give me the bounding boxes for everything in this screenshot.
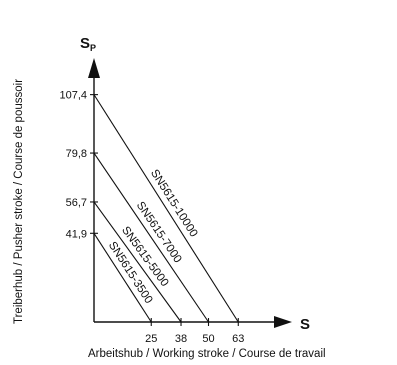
x-tick-label: 25	[145, 333, 157, 345]
x-axis-arrow	[274, 316, 292, 328]
y-axis-symbol-sub: P	[90, 43, 96, 53]
y-axis-arrow	[88, 58, 100, 78]
series-line	[93, 94, 239, 323]
y-tick-label: 56,7	[66, 197, 87, 209]
y-tick-label: 41,9	[66, 228, 87, 240]
x-axis-title: Arbeitshub / Working stroke / Course de …	[88, 348, 326, 360]
y-axis-title: Treiberhub / Pusher stroke / Course de p…	[13, 79, 25, 324]
series-lines	[93, 94, 239, 323]
series-line	[93, 152, 209, 323]
series-line	[93, 232, 152, 323]
y-axis-symbol: SP	[80, 35, 96, 53]
y-axis-symbol-main: S	[80, 35, 90, 52]
axes	[88, 58, 292, 328]
series-labels: SN5615-3500SN5615-5000SN5615-7000SN5615-…	[106, 168, 200, 306]
x-tick-label: 38	[175, 333, 187, 345]
x-tick-label: 50	[202, 333, 214, 345]
x-tick-label: 63	[232, 333, 244, 345]
x-axis-symbol: S	[300, 316, 310, 333]
ticks: 25 38 50 63 41,9 56,7 79,8 107,4	[59, 90, 244, 345]
y-tick-label: 107,4	[59, 90, 87, 102]
y-tick-label: 79,8	[66, 148, 87, 160]
series-line	[93, 201, 182, 323]
